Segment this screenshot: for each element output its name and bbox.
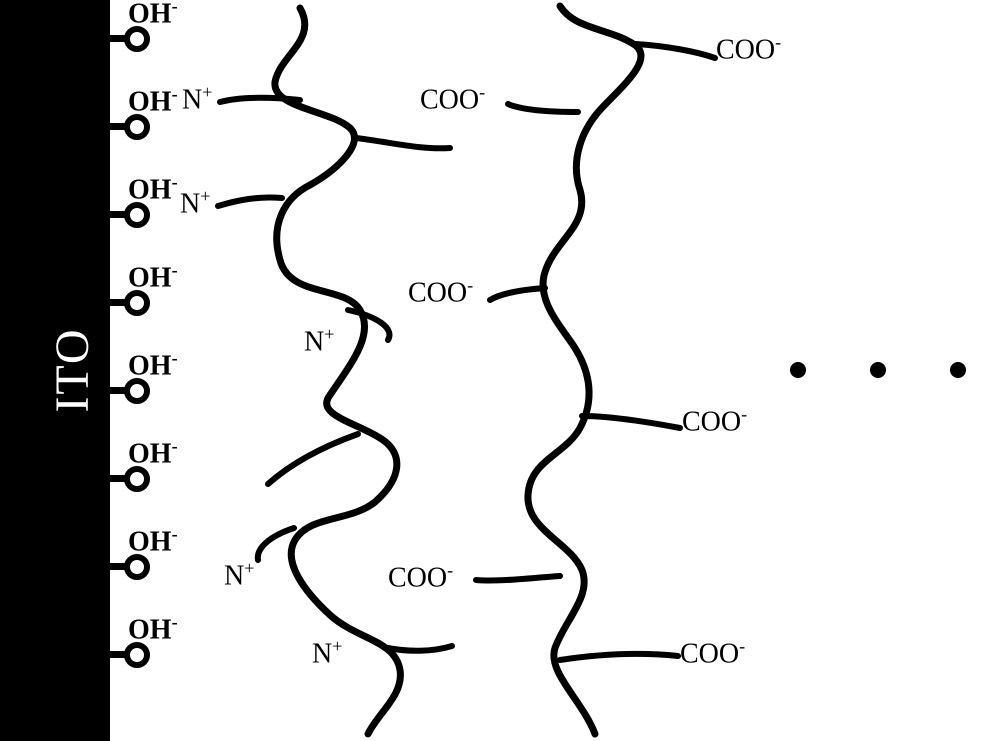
polymer-path bbox=[220, 98, 300, 102]
polymer-path bbox=[476, 576, 560, 581]
polymer-path bbox=[560, 654, 678, 660]
oh-label: OH- bbox=[128, 172, 178, 206]
polymer-path bbox=[218, 197, 282, 206]
polymer-path bbox=[348, 310, 389, 340]
ellipsis-dot bbox=[870, 362, 886, 378]
cation-label: N+ bbox=[312, 636, 342, 670]
polymer-path bbox=[528, 6, 641, 734]
oh-label: OH- bbox=[128, 524, 178, 558]
polymer-path bbox=[268, 434, 358, 484]
ito-label: ITO bbox=[45, 327, 100, 412]
oh-label: OH- bbox=[128, 0, 178, 30]
cation-label: N+ bbox=[182, 82, 212, 116]
oh-label: OH- bbox=[128, 84, 178, 118]
polymer-path bbox=[258, 528, 294, 560]
polymer-path bbox=[582, 416, 680, 428]
cation-label: N+ bbox=[180, 186, 210, 220]
oh-label: OH- bbox=[128, 260, 178, 294]
polymer-path bbox=[356, 138, 450, 148]
oh-label: OH- bbox=[128, 436, 178, 470]
polymer-path bbox=[388, 646, 452, 651]
anion-label: COO- bbox=[682, 404, 747, 438]
cation-label: N+ bbox=[224, 558, 254, 592]
polymer-path bbox=[508, 104, 578, 112]
anion-label: COO- bbox=[388, 560, 453, 594]
anion-label: COO- bbox=[420, 82, 485, 116]
cation-label: N+ bbox=[304, 324, 334, 358]
ellipsis-dot bbox=[950, 362, 966, 378]
polymer-path bbox=[275, 8, 401, 734]
polymer-path bbox=[636, 44, 715, 58]
oh-label: OH- bbox=[128, 348, 178, 382]
ellipsis-dot bbox=[790, 362, 806, 378]
oh-label: OH- bbox=[128, 612, 178, 646]
anion-label: COO- bbox=[680, 636, 745, 670]
anion-label: COO- bbox=[408, 275, 473, 309]
anion-label: COO- bbox=[716, 32, 781, 66]
polymer-path bbox=[490, 288, 545, 300]
